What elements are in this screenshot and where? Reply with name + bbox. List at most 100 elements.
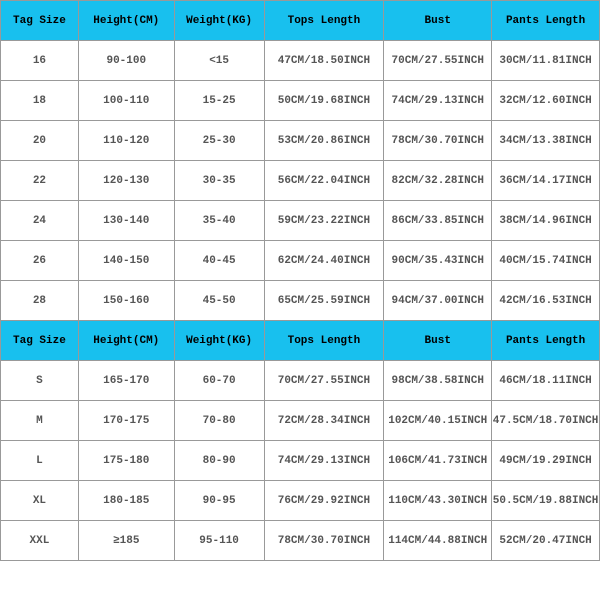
table-cell: 180-185	[78, 481, 174, 521]
table-cell: 78CM/30.70INCH	[384, 121, 492, 161]
table-cell: 90-100	[78, 41, 174, 81]
table-cell: 100-110	[78, 81, 174, 121]
table-row: L175-18080-9074CM/29.13INCH106CM/41.73IN…	[1, 441, 600, 481]
table-cell: 78CM/30.70INCH	[264, 521, 384, 561]
table-cell: 34CM/13.38INCH	[492, 121, 600, 161]
table-cell: 140-150	[78, 241, 174, 281]
table-cell: 52CM/20.47INCH	[492, 521, 600, 561]
col-weight: Weight(KG)	[174, 1, 264, 41]
table-cell: 40CM/15.74INCH	[492, 241, 600, 281]
table-row: S165-17060-7070CM/27.55INCH98CM/38.58INC…	[1, 361, 600, 401]
col-bust: Bust	[384, 1, 492, 41]
table-cell: 175-180	[78, 441, 174, 481]
table-cell: 62CM/24.40INCH	[264, 241, 384, 281]
table-cell: 70CM/27.55INCH	[264, 361, 384, 401]
table-cell: 36CM/14.17INCH	[492, 161, 600, 201]
col-bust: Bust	[384, 321, 492, 361]
table-cell: 150-160	[78, 281, 174, 321]
table-cell: 72CM/28.34INCH	[264, 401, 384, 441]
table-cell: 70CM/27.55INCH	[384, 41, 492, 81]
table-cell: 49CM/19.29INCH	[492, 441, 600, 481]
table-row: 26140-15040-4562CM/24.40INCH90CM/35.43IN…	[1, 241, 600, 281]
table-cell: 74CM/29.13INCH	[264, 441, 384, 481]
table-cell: 86CM/33.85INCH	[384, 201, 492, 241]
table-cell: 130-140	[78, 201, 174, 241]
table-cell: 76CM/29.92INCH	[264, 481, 384, 521]
table-cell: 80-90	[174, 441, 264, 481]
table-cell: 30-35	[174, 161, 264, 201]
table-cell: 45-50	[174, 281, 264, 321]
col-pants-length: Pants Length	[492, 321, 600, 361]
col-tag-size: Tag Size	[1, 321, 79, 361]
table-cell: 25-30	[174, 121, 264, 161]
size-table: Tag Size Height(CM) Weight(KG) Tops Leng…	[0, 0, 600, 561]
table-cell: 16	[1, 41, 79, 81]
table-cell: L	[1, 441, 79, 481]
table-cell: 32CM/12.60INCH	[492, 81, 600, 121]
table-cell: 24	[1, 201, 79, 241]
table-cell: 82CM/32.28INCH	[384, 161, 492, 201]
table-row: XL180-18590-9576CM/29.92INCH110CM/43.30I…	[1, 481, 600, 521]
table-cell: <15	[174, 41, 264, 81]
table-row: 22120-13030-3556CM/22.04INCH82CM/32.28IN…	[1, 161, 600, 201]
table-cell: 110-120	[78, 121, 174, 161]
table-cell: 40-45	[174, 241, 264, 281]
table-cell: 59CM/23.22INCH	[264, 201, 384, 241]
section-adult: S165-17060-7070CM/27.55INCH98CM/38.58INC…	[1, 361, 600, 561]
table-cell: XL	[1, 481, 79, 521]
table-row: XXL≥18595-11078CM/30.70INCH114CM/44.88IN…	[1, 521, 600, 561]
section-kids: 1690-100<1547CM/18.50INCH70CM/27.55INCH3…	[1, 41, 600, 321]
table-cell: 90-95	[174, 481, 264, 521]
table-cell: 65CM/25.59INCH	[264, 281, 384, 321]
table-cell: 35-40	[174, 201, 264, 241]
table-cell: 120-130	[78, 161, 174, 201]
table-cell: 95-110	[174, 521, 264, 561]
table-cell: 15-25	[174, 81, 264, 121]
table-cell: 114CM/44.88INCH	[384, 521, 492, 561]
table-cell: 110CM/43.30INCH	[384, 481, 492, 521]
table-cell: 106CM/41.73INCH	[384, 441, 492, 481]
table-row: 20110-12025-3053CM/20.86INCH78CM/30.70IN…	[1, 121, 600, 161]
table-cell: 42CM/16.53INCH	[492, 281, 600, 321]
table-cell: 18	[1, 81, 79, 121]
col-height: Height(CM)	[78, 321, 174, 361]
table-row: M170-17570-8072CM/28.34INCH102CM/40.15IN…	[1, 401, 600, 441]
table-cell: S	[1, 361, 79, 401]
table-cell: 47.5CM/18.70INCH	[492, 401, 600, 441]
table-cell: 20	[1, 121, 79, 161]
table-cell: 50CM/19.68INCH	[264, 81, 384, 121]
table-cell: 70-80	[174, 401, 264, 441]
table-cell: 47CM/18.50INCH	[264, 41, 384, 81]
table-cell: 165-170	[78, 361, 174, 401]
table-cell: 90CM/35.43INCH	[384, 241, 492, 281]
table-cell: 98CM/38.58INCH	[384, 361, 492, 401]
table-cell: ≥185	[78, 521, 174, 561]
table-row: 24130-14035-4059CM/23.22INCH86CM/33.85IN…	[1, 201, 600, 241]
header-1: Tag Size Height(CM) Weight(KG) Tops Leng…	[1, 1, 600, 41]
table-cell: 30CM/11.81INCH	[492, 41, 600, 81]
table-cell: 94CM/37.00INCH	[384, 281, 492, 321]
col-tops-length: Tops Length	[264, 1, 384, 41]
col-weight: Weight(KG)	[174, 321, 264, 361]
table-cell: 102CM/40.15INCH	[384, 401, 492, 441]
table-row: 1690-100<1547CM/18.50INCH70CM/27.55INCH3…	[1, 41, 600, 81]
header-2: Tag Size Height(CM) Weight(KG) Tops Leng…	[1, 321, 600, 361]
col-pants-length: Pants Length	[492, 1, 600, 41]
table-cell: 170-175	[78, 401, 174, 441]
table-cell: 26	[1, 241, 79, 281]
table-cell: 22	[1, 161, 79, 201]
table-cell: 60-70	[174, 361, 264, 401]
table-row: 28150-16045-5065CM/25.59INCH94CM/37.00IN…	[1, 281, 600, 321]
table-cell: 28	[1, 281, 79, 321]
table-cell: XXL	[1, 521, 79, 561]
table-cell: 50.5CM/19.88INCH	[492, 481, 600, 521]
size-chart: Tag Size Height(CM) Weight(KG) Tops Leng…	[0, 0, 600, 561]
table-cell: 46CM/18.11INCH	[492, 361, 600, 401]
table-cell: 56CM/22.04INCH	[264, 161, 384, 201]
table-cell: 38CM/14.96INCH	[492, 201, 600, 241]
table-row: 18100-11015-2550CM/19.68INCH74CM/29.13IN…	[1, 81, 600, 121]
table-cell: 53CM/20.86INCH	[264, 121, 384, 161]
table-cell: 74CM/29.13INCH	[384, 81, 492, 121]
col-tag-size: Tag Size	[1, 1, 79, 41]
table-cell: M	[1, 401, 79, 441]
